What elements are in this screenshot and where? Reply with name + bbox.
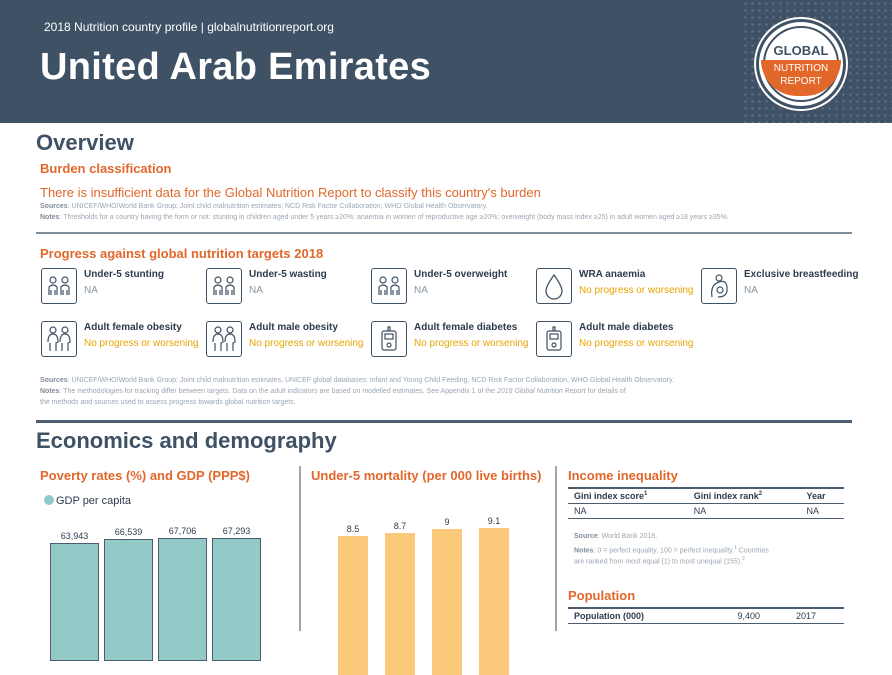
economics-heading: Economics and demography — [36, 428, 337, 453]
bar-value-label: 67,293 — [222, 526, 251, 537]
burden-notes: Notes: Thresholds for a country having t… — [40, 214, 729, 221]
chart-bar — [158, 537, 207, 661]
target-tile: Adult male obesity No progress or worseni… — [206, 321, 371, 361]
country-title: United Arab Emirates — [40, 46, 432, 88]
target-label: Adult male diabetes — [579, 322, 674, 333]
target-tile: Under-5 overweight NA — [371, 268, 536, 308]
target-tile: Adult female diabetes No progress or wors… — [371, 321, 536, 361]
header-banner: 2018 Nutrition country profile | globaln… — [0, 0, 892, 123]
chart-bar — [212, 538, 261, 661]
gini-rank-header: Gini index rank2 — [687, 487, 801, 504]
target-status: NA — [84, 285, 98, 296]
gdp-legend: GDP per capita — [44, 495, 131, 507]
target-label: Adult female obesity — [84, 322, 182, 333]
section-divider — [36, 420, 852, 423]
target-label: Under-5 wasting — [249, 269, 327, 280]
glucose-meter-icon — [371, 321, 407, 357]
bar-value-label: 9 — [444, 517, 450, 528]
target-tile: Under-5 wasting NA — [206, 268, 371, 308]
target-tile: Exclusive breastfeeding NA — [701, 268, 866, 308]
progress-heading: Progress against global nutrition target… — [40, 246, 324, 261]
target-tile: Adult male diabetes No progress or worsen… — [536, 321, 701, 361]
income-source: Source: World Bank 2018. — [574, 533, 658, 540]
column-divider — [299, 466, 301, 631]
mortality-heading: Under-5 mortality (per 000 live births) — [311, 468, 542, 483]
overview-heading: Overview — [36, 130, 134, 155]
bar-value-label: 67,706 — [168, 525, 197, 536]
target-tile: Adult female obesity No progress or worse… — [41, 321, 206, 361]
children-icon — [41, 268, 77, 304]
target-status: No progress or worsening — [579, 338, 694, 349]
table-row: Population (000) 9,400 2017 — [568, 607, 844, 624]
bar-value-label: 63,943 — [60, 531, 89, 542]
target-label: Adult male obesity — [249, 322, 338, 333]
burden-text: There is insufficient data for the Globa… — [40, 185, 541, 200]
progress-notes: Notes: The methodologies for tracking di… — [40, 388, 626, 395]
bar-value-label: 8.7 — [393, 521, 407, 532]
children-icon — [371, 268, 407, 304]
target-label: Exclusive breastfeeding — [744, 269, 859, 280]
target-tile: WRA anaemia No progress or worsening — [536, 268, 701, 308]
chart-bar — [432, 529, 462, 675]
target-status: No progress or worsening — [249, 338, 364, 349]
target-label: Adult female diabetes — [414, 322, 518, 333]
adults-icon — [206, 321, 242, 357]
table-row: NA NA NA — [568, 503, 844, 519]
population-table: Population (000) 9,400 2017 — [568, 607, 844, 624]
children-icon — [206, 268, 242, 304]
chart-bar — [385, 533, 415, 675]
bar-value-label: 66,539 — [114, 527, 143, 538]
target-status: No progress or worsening — [579, 285, 694, 296]
population-heading: Population — [568, 588, 636, 603]
target-status: NA — [744, 285, 758, 296]
progress-sources: Sources: UNICEF/WHO/World Bank Group: Jo… — [40, 377, 674, 384]
income-notes: Notes: 0 = perfect equality, 100 = perfe… — [574, 545, 769, 555]
target-status: No progress or worsening — [414, 338, 529, 349]
blood-drop-icon — [536, 268, 572, 304]
burden-sources: Sources: UNICEF/WHO/World Bank Group: Jo… — [40, 203, 488, 210]
divider — [36, 232, 852, 234]
global-nutrition-report-logo: GLOBAL NUTRITION REPORT — [756, 19, 846, 109]
breastfeeding-icon — [701, 268, 737, 304]
income-notes-cont: are ranked from most equal (1) to most u… — [574, 556, 745, 566]
target-label: Under-5 overweight — [414, 269, 508, 280]
bar-value-label: 9.1 — [487, 515, 501, 526]
year-header: Year — [800, 487, 844, 504]
chart-bar — [104, 539, 153, 661]
progress-notes-cont: the methods and sources used to assess p… — [40, 399, 296, 406]
income-table: Gini index score1 Gini index rank2 Year … — [568, 487, 844, 519]
target-status: No progress or worsening — [84, 338, 199, 349]
target-status: NA — [249, 285, 263, 296]
chart-bar — [479, 527, 509, 675]
target-label: WRA anaemia — [579, 269, 646, 280]
bar-value-label: 8.5 — [346, 524, 360, 535]
burden-heading: Burden classification — [40, 161, 172, 176]
chart-bar — [338, 536, 368, 675]
gini-score-header: Gini index score1 — [568, 487, 688, 504]
income-heading: Income inequality — [568, 468, 678, 483]
header-subtitle: 2018 Nutrition country profile | globaln… — [44, 20, 334, 34]
poverty-heading: Poverty rates (%) and GDP (PPP$) — [40, 468, 250, 483]
target-tile: Under-5 stunting NA — [41, 268, 206, 308]
legend-swatch — [44, 495, 54, 505]
column-divider — [555, 466, 557, 631]
adults-icon — [41, 321, 77, 357]
target-status: NA — [414, 285, 428, 296]
target-label: Under-5 stunting — [84, 269, 164, 280]
chart-bar — [50, 543, 99, 661]
glucose-meter-icon — [536, 321, 572, 357]
